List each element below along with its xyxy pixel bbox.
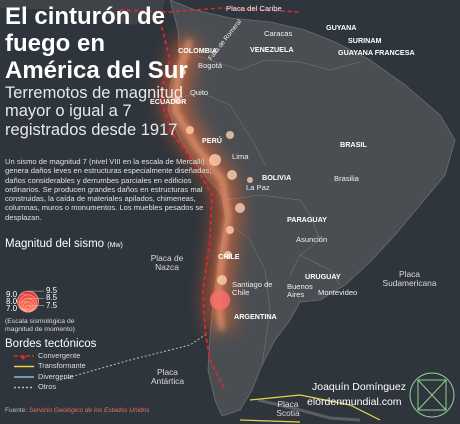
city-label: Brasilia — [334, 174, 359, 183]
country-label: PERÚ — [202, 136, 222, 145]
magnitude-legend — [17, 290, 44, 313]
borders-title: Bordes tectónicos — [5, 338, 97, 350]
circle-shape — [186, 126, 194, 134]
country-label: SURINAM — [348, 36, 382, 45]
chile-rise — [59, 334, 206, 381]
magnitude-label: 8.5 — [46, 293, 58, 303]
plate-label: Placa Antártica — [150, 367, 185, 386]
circle-shape — [224, 251, 232, 259]
magnitude-title: Magnitud del sismo (Mw) — [5, 238, 123, 250]
magnitude-label: 7.0 — [6, 304, 18, 314]
magnitude-label: 9.0 — [6, 289, 18, 299]
country-label: BRASIL — [340, 140, 367, 149]
border-key-tooth — [20, 356, 26, 360]
path-shape — [171, 91, 266, 166]
circle-shape — [235, 203, 245, 213]
city-label: Asunción — [296, 235, 328, 244]
border-label: Divergente — [38, 371, 74, 381]
border-label: Transformante — [38, 361, 86, 370]
central-america — [0, 0, 165, 25]
country-label: BOLIVIA — [262, 173, 292, 182]
plate-label: Placa de Nazca — [150, 253, 184, 272]
description: Un sismo de magnitud 7 (nivel VIII en la… — [5, 157, 212, 222]
magnitude-circle — [26, 308, 30, 313]
country-label: ARGENTINA — [234, 312, 277, 321]
path-shape — [194, 54, 361, 71]
fire-core — [171, 39, 232, 331]
circle-shape — [247, 177, 253, 183]
title: El cinturón de fuego en América del Sur — [5, 3, 188, 85]
border-label: Convergente — [38, 350, 81, 360]
caribbean-boundary — [119, 7, 301, 13]
source-text: Servicio Geológico de los Estados Unidos — [28, 407, 150, 414]
country-label: GUAYANA FRANCESA — [338, 48, 415, 57]
convergent-boundary — [159, 19, 226, 391]
author: Joaquín Domínguez — [312, 381, 406, 393]
magnitude-label: 7.5 — [46, 300, 58, 310]
scale-note: (Escala sismológica de magnitud de momen… — [5, 318, 75, 333]
circle-shape — [226, 226, 234, 234]
source: Fuente: Servicio Geológico de los Estado… — [5, 407, 150, 415]
magnitude-unit: (Mw) — [107, 242, 123, 249]
scotia-boundary — [239, 394, 381, 423]
path-shape — [225, 219, 271, 366]
circle-shape — [180, 69, 186, 75]
country-label: ECUADOR — [150, 97, 187, 106]
site: elordenmundial.com — [307, 396, 402, 408]
border-label: Otros — [38, 382, 57, 391]
city-label: Bogotá — [198, 61, 223, 70]
magnitude-label: 8.0 — [6, 296, 18, 306]
plate-label: Placa Scotia — [276, 399, 300, 418]
circle-shape — [173, 96, 181, 104]
circle-shape — [226, 131, 234, 139]
circle-shape — [409, 372, 455, 418]
country-label: URUGUAY — [305, 272, 341, 281]
city-label: La Paz — [246, 183, 270, 192]
country-label: COLOMBIA — [178, 46, 218, 55]
city-label: Montevideo — [318, 288, 358, 297]
islands — [257, 398, 361, 422]
city-label: Quito — [190, 88, 209, 97]
circle-shape — [209, 154, 221, 166]
path-shape — [417, 379, 447, 411]
country-label: GUYANA — [326, 23, 357, 32]
city-label: Caracas — [264, 29, 293, 38]
subtitle: Terremotos de magnitud mayor o igual a 7… — [5, 84, 183, 139]
path-shape — [299, 254, 341, 286]
country-label: PARAGUAY — [287, 215, 327, 224]
circle-shape — [227, 170, 237, 180]
plate-label: Placa Sudamericana — [382, 269, 437, 288]
country-label: CHILE — [218, 252, 240, 261]
circle-shape — [210, 290, 230, 310]
border-legend — [14, 355, 34, 389]
country-label: VENEZUELA — [250, 45, 294, 54]
plate-label: Placa del Caribe — [226, 4, 282, 13]
city-label: Buenos Aires — [287, 282, 313, 299]
circle-shape — [217, 275, 227, 285]
magnitude-title-text: Magnitud del sismo — [5, 238, 105, 250]
source-label: Fuente: — [5, 407, 28, 414]
city-label: Lima — [232, 152, 249, 161]
logo — [409, 372, 455, 418]
country-borders — [171, 54, 361, 366]
city-label: Santiago de Chile — [232, 280, 273, 297]
magnitude-label: 9.5 — [46, 286, 58, 296]
quake-dots — [173, 69, 253, 310]
